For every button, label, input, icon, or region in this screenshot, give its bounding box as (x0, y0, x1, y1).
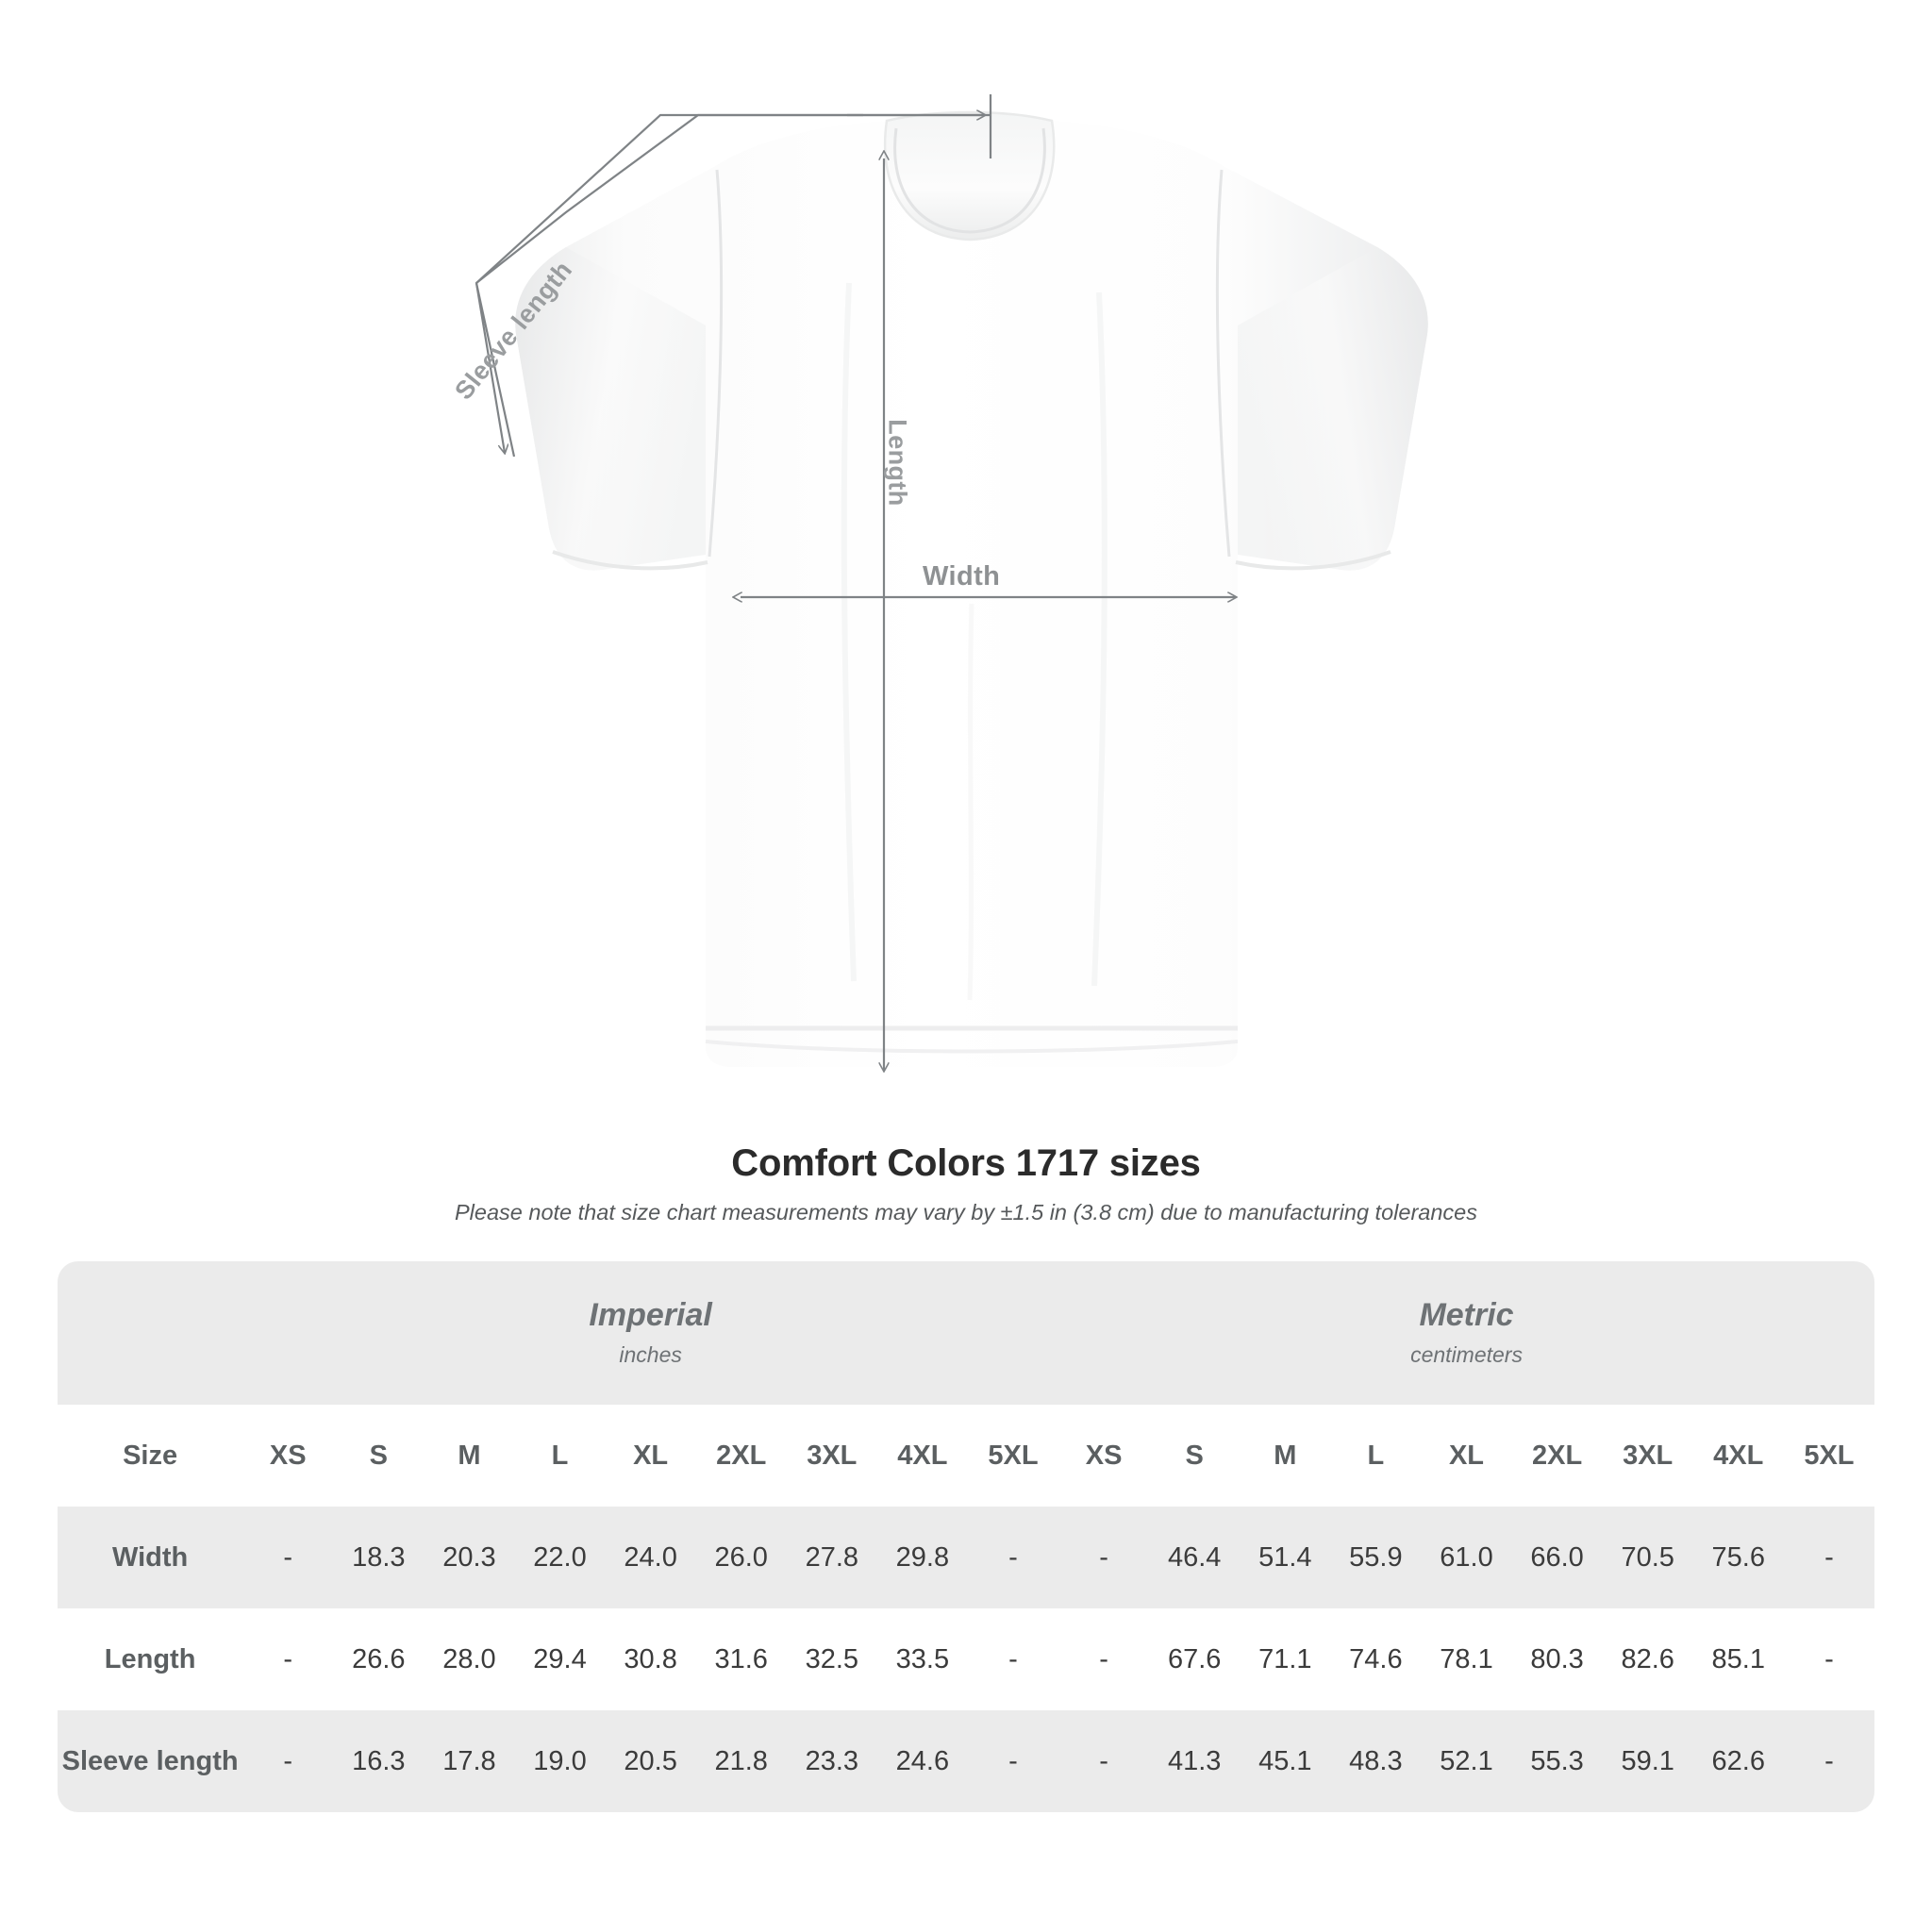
unit-group-row: Imperial inches Metric centimeters (58, 1261, 1874, 1405)
unit-group-metric-name: Metric (1419, 1297, 1514, 1334)
cell-length-metric-xs: - (1058, 1608, 1150, 1710)
cell-length-imperial-m: 28.0 (424, 1608, 515, 1710)
tolerance-note: Please note that size chart measurements… (455, 1200, 1477, 1224)
cell-sleeve-metric-xl: 52.1 (1421, 1710, 1512, 1812)
table-row: Width - 18.3 20.3 22.0 24.0 26.0 27.8 29… (58, 1507, 1874, 1608)
cell-sleeve-imperial-2xl: 21.8 (695, 1710, 787, 1812)
cell-width-metric-3xl: 70.5 (1602, 1507, 1693, 1608)
cell-length-metric-s: 67.6 (1149, 1608, 1241, 1710)
cell-width-metric-4xl: 75.6 (1692, 1507, 1784, 1608)
cell-length-metric-l: 74.6 (1330, 1608, 1422, 1710)
cell-width-metric-m: 51.4 (1240, 1507, 1331, 1608)
cell-width-imperial-xl: 24.0 (605, 1507, 696, 1608)
size-header-imperial-xl: XL (605, 1405, 696, 1507)
size-header-metric-xs: XS (1058, 1405, 1150, 1507)
cell-length-metric-m: 71.1 (1240, 1608, 1331, 1710)
cell-sleeve-imperial-m: 17.8 (424, 1710, 515, 1812)
size-header-metric-s: S (1149, 1405, 1241, 1507)
cell-width-metric-2xl: 66.0 (1511, 1507, 1603, 1608)
sleeve-leader-path (475, 113, 863, 458)
size-header-metric-4xl: 4XL (1692, 1405, 1784, 1507)
tshirt-illustration (475, 94, 1428, 1123)
size-header-imperial-5xl: 5XL (967, 1405, 1059, 1507)
cell-sleeve-imperial-xl: 20.5 (605, 1710, 696, 1812)
size-header-row: Size XS S M L XL 2XL 3XL 4XL 5XL XS S M … (58, 1405, 1874, 1507)
cell-sleeve-imperial-4xl: 24.6 (876, 1710, 968, 1812)
cell-length-metric-3xl: 82.6 (1602, 1608, 1693, 1710)
cell-sleeve-imperial-l: 19.0 (514, 1710, 606, 1812)
width-dimension-label: Width (923, 561, 1001, 591)
cell-sleeve-metric-m: 45.1 (1240, 1710, 1331, 1812)
page-title: Comfort Colors 1717 sizes (731, 1142, 1201, 1184)
row-label-length: Length (58, 1608, 243, 1710)
cell-sleeve-metric-4xl: 62.6 (1692, 1710, 1784, 1812)
cell-length-metric-5xl: - (1783, 1608, 1874, 1710)
unit-group-metric-sub: centimeters (1410, 1341, 1523, 1367)
cell-sleeve-imperial-3xl: 23.3 (786, 1710, 877, 1812)
dimension-lines (475, 94, 1236, 1071)
cell-length-metric-4xl: 85.1 (1692, 1608, 1784, 1710)
unit-row-spacer (58, 1261, 243, 1405)
length-dimension-label: Length (883, 419, 912, 507)
cell-width-metric-l: 55.9 (1330, 1507, 1422, 1608)
cell-sleeve-metric-l: 48.3 (1330, 1710, 1422, 1812)
size-header-imperial-2xl: 2XL (695, 1405, 787, 1507)
cell-sleeve-metric-5xl: - (1783, 1710, 1874, 1812)
cell-length-imperial-xl: 30.8 (605, 1608, 696, 1710)
cell-sleeve-metric-s: 41.3 (1149, 1710, 1241, 1812)
garment-diagram: Sleeve length Length Width (449, 94, 1428, 1123)
size-header-metric-xl: XL (1421, 1405, 1512, 1507)
cell-length-imperial-3xl: 32.5 (786, 1608, 877, 1710)
cell-sleeve-imperial-s: 16.3 (333, 1710, 425, 1812)
cell-width-imperial-s: 18.3 (333, 1507, 425, 1608)
size-chart-table: Imperial inches Metric centimeters Size … (58, 1261, 1874, 1812)
cell-sleeve-imperial-xs: - (242, 1710, 334, 1812)
unit-group-imperial-name: Imperial (589, 1297, 712, 1334)
size-header-metric-2xl: 2XL (1511, 1405, 1603, 1507)
table-row: Sleeve length - 16.3 17.8 19.0 20.5 21.8… (58, 1710, 1874, 1812)
size-header-imperial-s: S (333, 1405, 425, 1507)
cell-length-imperial-2xl: 31.6 (695, 1608, 787, 1710)
unit-group-imperial-sub: inches (619, 1341, 682, 1367)
cell-sleeve-metric-xs: - (1058, 1710, 1150, 1812)
cell-length-metric-2xl: 80.3 (1511, 1608, 1603, 1710)
cell-width-imperial-m: 20.3 (424, 1507, 515, 1608)
cell-width-imperial-5xl: - (967, 1507, 1059, 1608)
size-header-imperial-l: L (514, 1405, 606, 1507)
cell-length-metric-xl: 78.1 (1421, 1608, 1512, 1710)
cell-length-imperial-s: 26.6 (333, 1608, 425, 1710)
cell-width-metric-xs: - (1058, 1507, 1150, 1608)
cell-width-imperial-l: 22.0 (514, 1507, 606, 1608)
size-header-metric-m: M (1240, 1405, 1331, 1507)
cell-sleeve-metric-2xl: 55.3 (1511, 1710, 1603, 1812)
size-header-metric-l: L (1330, 1405, 1422, 1507)
cell-width-imperial-3xl: 27.8 (786, 1507, 877, 1608)
size-chart-table-container: Imperial inches Metric centimeters Size … (58, 1261, 1874, 1812)
cell-width-metric-5xl: - (1783, 1507, 1874, 1608)
row-label-sleeve-length: Sleeve length (58, 1710, 243, 1812)
cell-width-metric-s: 46.4 (1149, 1507, 1241, 1608)
cell-width-metric-xl: 61.0 (1421, 1507, 1512, 1608)
row-label-width: Width (58, 1507, 243, 1608)
cell-width-imperial-2xl: 26.0 (695, 1507, 787, 1608)
size-header-imperial-4xl: 4XL (876, 1405, 968, 1507)
cell-length-imperial-l: 29.4 (514, 1608, 606, 1710)
size-header-imperial-3xl: 3XL (786, 1405, 877, 1507)
cell-sleeve-metric-3xl: 59.1 (1602, 1710, 1693, 1812)
table-row: Length - 26.6 28.0 29.4 30.8 31.6 32.5 3… (58, 1608, 1874, 1710)
cell-sleeve-imperial-5xl: - (967, 1710, 1059, 1812)
unit-group-imperial: Imperial inches (242, 1261, 1059, 1405)
size-header-label: Size (58, 1405, 243, 1507)
cell-width-imperial-4xl: 29.8 (876, 1507, 968, 1608)
size-header-metric-3xl: 3XL (1602, 1405, 1693, 1507)
unit-group-metric: Metric centimeters (1058, 1261, 1874, 1405)
cell-length-imperial-4xl: 33.5 (876, 1608, 968, 1710)
size-header-imperial-m: M (424, 1405, 515, 1507)
size-header-metric-5xl: 5XL (1783, 1405, 1874, 1507)
size-header-imperial-xs: XS (242, 1405, 334, 1507)
cell-length-imperial-xs: - (242, 1608, 334, 1710)
cell-length-imperial-5xl: - (967, 1608, 1059, 1710)
cell-width-imperial-xs: - (242, 1507, 334, 1608)
